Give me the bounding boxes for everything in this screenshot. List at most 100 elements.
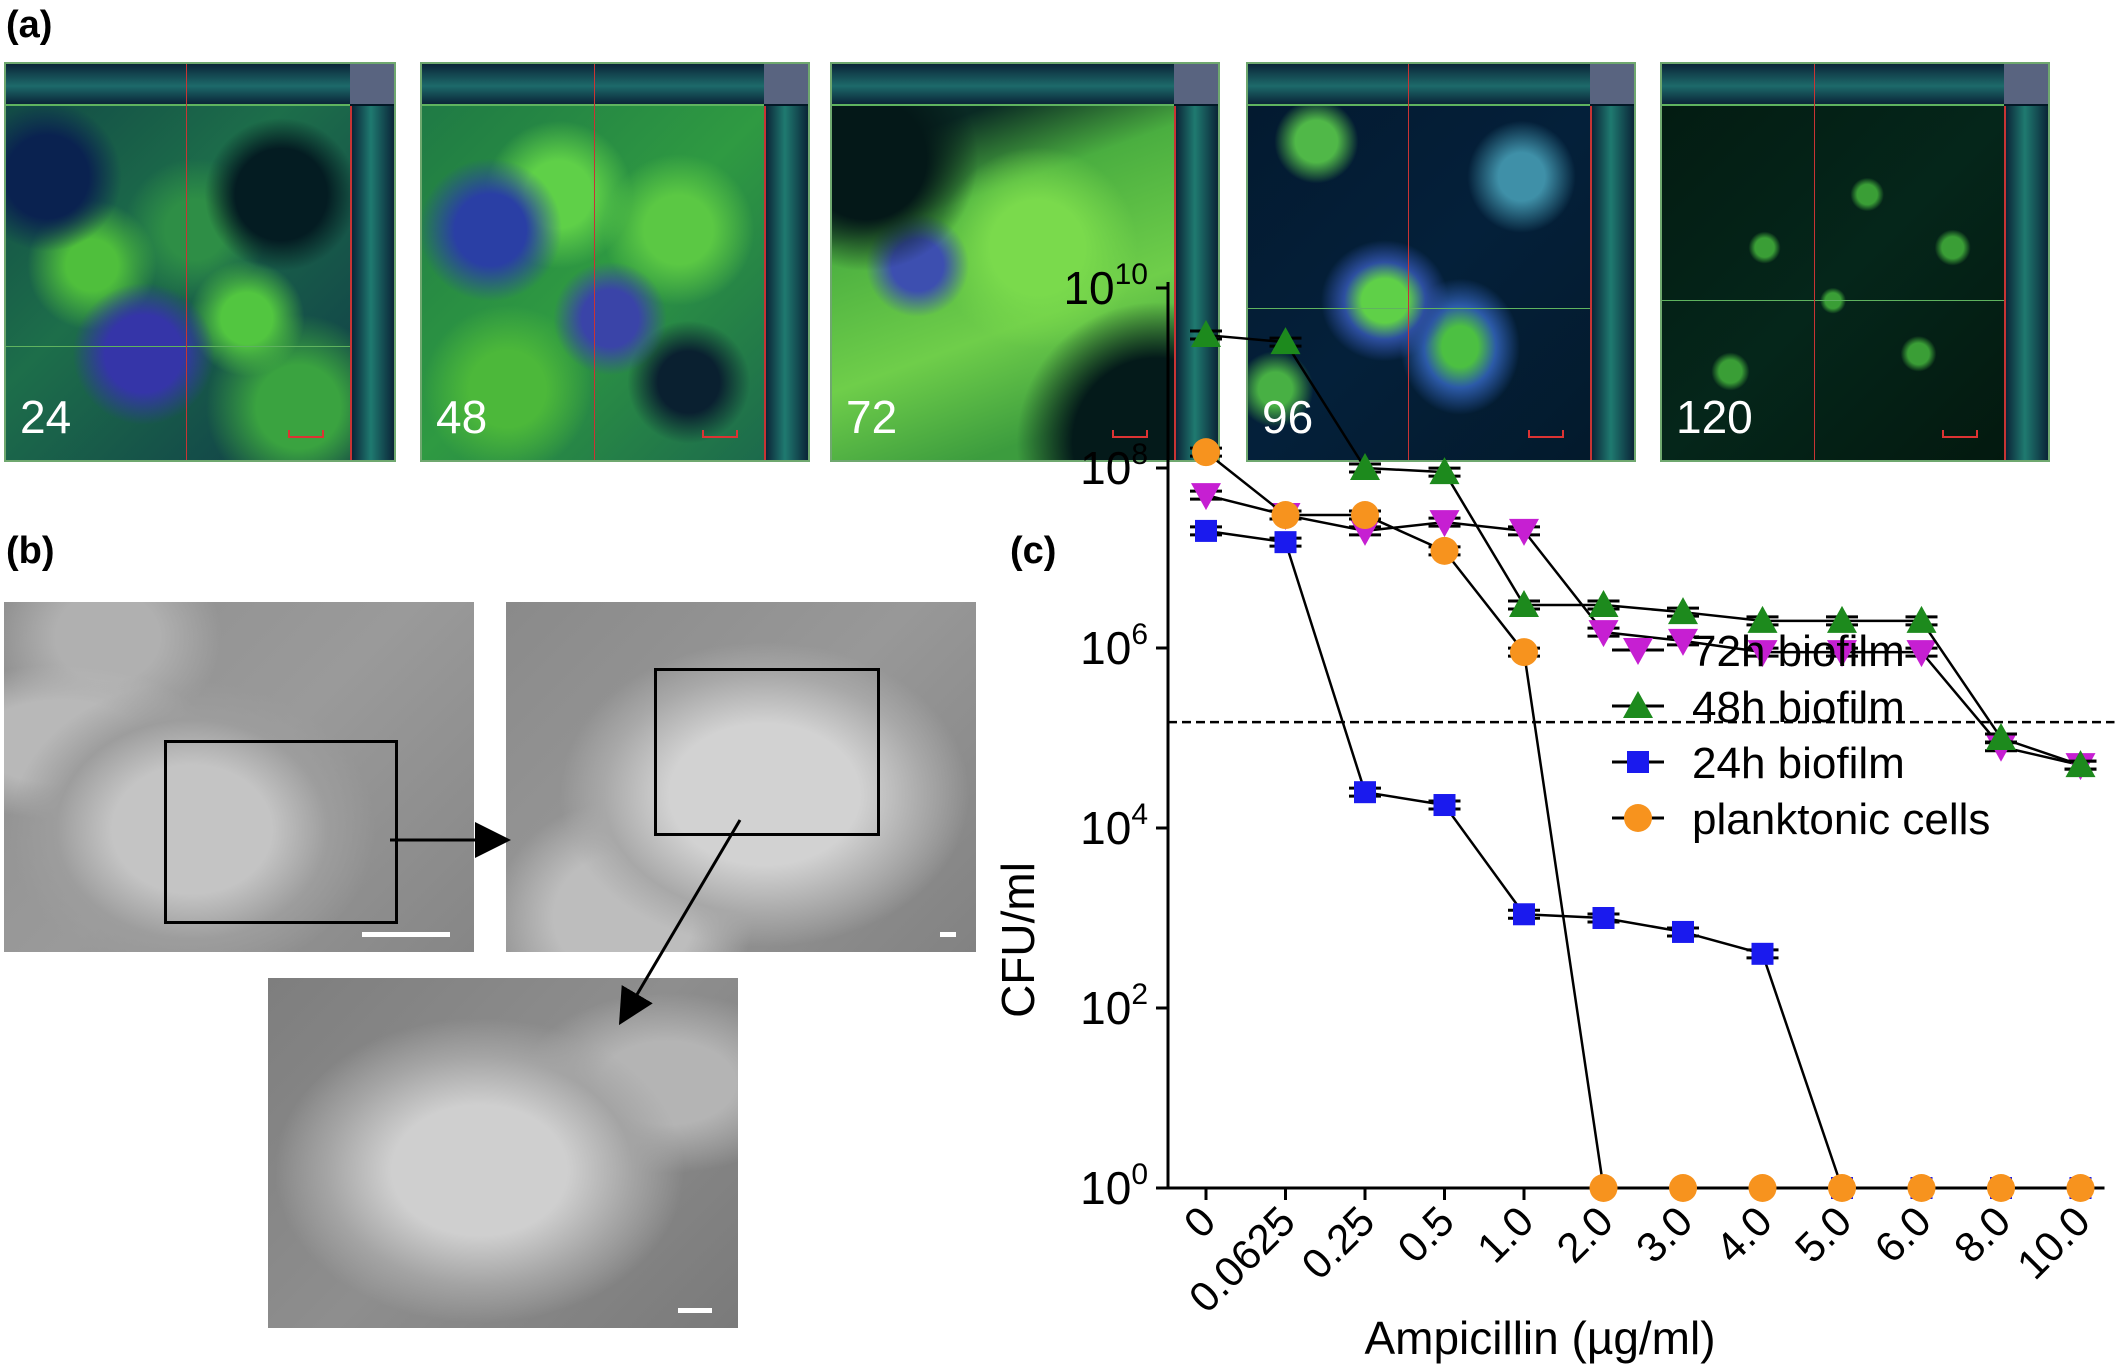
x-axis-label: Ampicillin (µg/ml) xyxy=(1364,1312,1715,1364)
xz-projection xyxy=(6,64,350,106)
data-point xyxy=(1509,518,1539,546)
xz-projection xyxy=(1248,64,1590,106)
zoom-region-box xyxy=(654,668,880,836)
data-point xyxy=(1827,605,1857,633)
data-point xyxy=(1827,640,1857,668)
legend-label: 24h biofilm xyxy=(1692,739,1905,788)
scale-bar xyxy=(1528,430,1564,438)
data-point xyxy=(1433,794,1456,817)
x-tick-label: 3.0 xyxy=(1627,1197,1702,1272)
data-point xyxy=(1270,327,1301,355)
projection-corner xyxy=(1174,64,1218,104)
timepoint-label: 72 xyxy=(846,391,898,443)
zoom-region-box xyxy=(164,740,398,924)
data-point xyxy=(2066,1174,2095,1202)
yz-projection xyxy=(2004,106,2048,460)
data-point xyxy=(1191,483,1221,511)
legend-label: planktonic cells xyxy=(1692,795,1990,844)
data-point xyxy=(1510,638,1538,667)
scale-bar xyxy=(1942,430,1978,438)
crosshair-vertical xyxy=(1408,64,1409,460)
sem-image-overview xyxy=(4,602,474,952)
crosshair-horizontal xyxy=(1662,300,2004,301)
projection-corner xyxy=(2004,64,2048,104)
series-line xyxy=(1205,493,2081,767)
yz-projection xyxy=(764,106,808,460)
data-point xyxy=(1672,920,1694,943)
data-point xyxy=(1906,640,1937,668)
scale-bar xyxy=(1112,430,1148,438)
timepoint-label: 120 xyxy=(1676,391,1753,443)
data-point xyxy=(2065,750,2096,778)
y-axis-label: CFU/ml xyxy=(992,862,1044,1018)
crosshair-vertical xyxy=(186,64,187,460)
data-point xyxy=(1354,781,1376,804)
scale-bar xyxy=(940,932,956,937)
data-point xyxy=(1906,605,1937,633)
data-point xyxy=(1191,320,1221,348)
series-line xyxy=(1205,529,2081,1190)
crosshair-horizontal xyxy=(6,346,350,347)
data-point xyxy=(1747,605,1778,633)
data-point xyxy=(1669,1174,1697,1202)
xy-plane xyxy=(1662,106,2004,460)
data-point xyxy=(1751,942,1774,965)
sem-image-zoom-2 xyxy=(268,978,738,1328)
yz-projection xyxy=(1590,106,1634,460)
data-point xyxy=(1350,453,1380,480)
data-point xyxy=(1668,597,1698,625)
scale-bar xyxy=(288,430,324,438)
legend-marker xyxy=(1627,751,1649,773)
data-point xyxy=(1513,903,1535,926)
panel-a-label: (a) xyxy=(6,4,53,46)
y-tick-label: 108 xyxy=(1080,438,1148,494)
x-tick-label: 8.0 xyxy=(1945,1197,2020,1272)
data-point xyxy=(1907,1174,1936,1202)
data-point xyxy=(1271,501,1300,530)
crosshair-vertical xyxy=(594,64,595,460)
data-point xyxy=(1748,1174,1777,1202)
x-tick-label: 0.25 xyxy=(1292,1197,1383,1288)
scale-bar xyxy=(362,932,450,937)
y-tick-label: 106 xyxy=(1080,618,1148,674)
data-point xyxy=(1274,531,1297,554)
projection-corner xyxy=(350,64,394,104)
confocal-image-96: 96 xyxy=(1246,62,1636,462)
y-tick-label: 100 xyxy=(1080,1158,1148,1214)
scale-bar xyxy=(702,430,738,438)
data-point xyxy=(1351,501,1379,530)
legend-marker xyxy=(1623,691,1653,718)
projection-corner xyxy=(1590,64,1634,104)
data-point xyxy=(1509,590,1539,618)
timepoint-label: 48 xyxy=(436,391,488,443)
confocal-image-48: 48 xyxy=(420,62,810,462)
xy-plane xyxy=(422,106,764,460)
x-tick-label: 6.0 xyxy=(1865,1197,1940,1272)
confocal-image-24: 24 xyxy=(4,62,396,462)
xy-plane xyxy=(6,106,350,460)
data-point xyxy=(1668,628,1698,656)
yz-projection xyxy=(1174,106,1218,460)
series-line xyxy=(1205,333,2081,767)
timepoint-label: 96 xyxy=(1262,391,1314,443)
xz-projection xyxy=(422,64,764,106)
x-tick-label: 0.5 xyxy=(1388,1197,1463,1272)
x-tick-label: 4.0 xyxy=(1706,1197,1781,1272)
x-tick-label: 10.0 xyxy=(2008,1197,2099,1288)
data-point xyxy=(1987,1174,2015,1202)
y-tick-label: 1010 xyxy=(1063,258,1148,314)
xz-projection xyxy=(832,64,1174,106)
panel-c-label: (c) xyxy=(1010,530,1057,572)
data-point xyxy=(1192,438,1220,467)
data-point xyxy=(1589,1174,1618,1202)
xz-projection xyxy=(1662,64,2004,106)
crosshair-horizontal xyxy=(1248,308,1590,309)
legend-marker xyxy=(1623,638,1653,665)
x-tick-label: 5.0 xyxy=(1786,1197,1861,1272)
data-point xyxy=(1747,640,1778,668)
data-point xyxy=(1430,536,1459,565)
data-point xyxy=(1828,1174,1856,1202)
data-point xyxy=(1588,620,1619,648)
data-point xyxy=(1986,723,2016,750)
